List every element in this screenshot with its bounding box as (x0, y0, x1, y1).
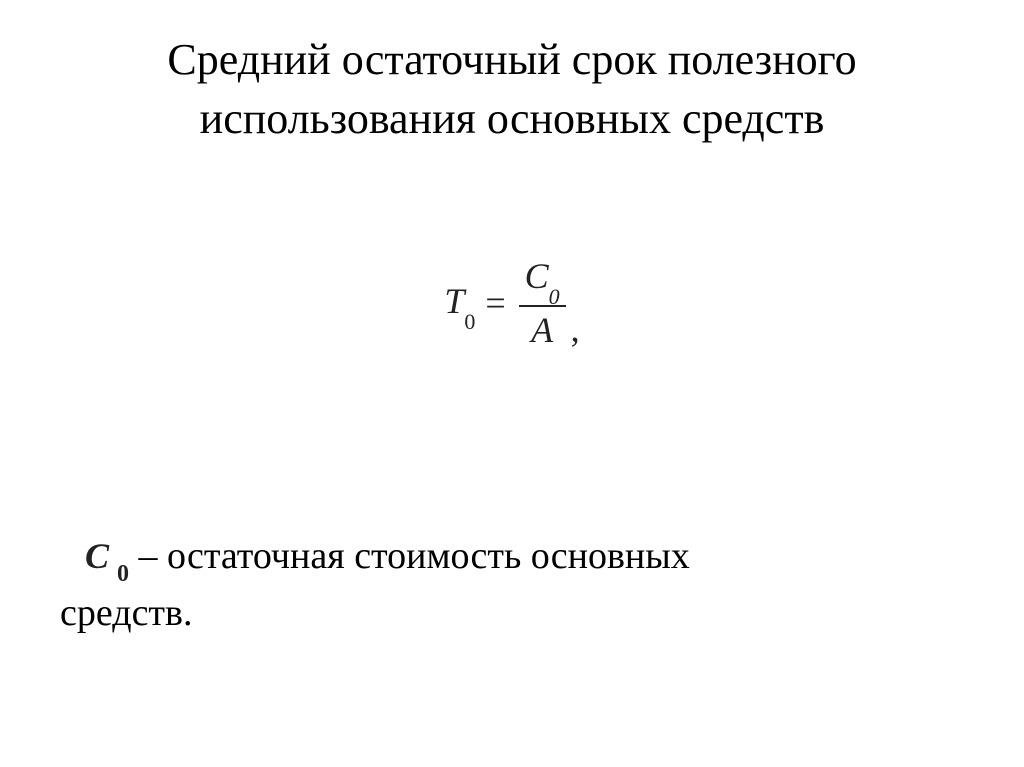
formula-lhs: T0 (444, 280, 475, 327)
numerator: C0 (519, 255, 566, 303)
numerator-sub: 0 (549, 284, 560, 309)
title-line-2: использования основных средств (200, 94, 825, 143)
formula: T0 = C0 A , (444, 255, 579, 352)
denominator: A (525, 309, 559, 352)
trailing-comma: , (571, 308, 580, 350)
legend-dash: – (139, 535, 158, 577)
fraction: C0 A (519, 255, 566, 352)
legend: C0 – остаточная стоимость основных средс… (60, 530, 964, 640)
legend-text-1: остаточная стоимость основных (167, 535, 690, 577)
legend-symbol-var: C (85, 536, 109, 576)
numerator-var: C (525, 256, 549, 296)
title-line-1: Средний остаточный срок полезного (167, 35, 856, 84)
slide-title: Средний остаточный срок полезного исполь… (0, 0, 1024, 149)
equals-sign: = (485, 282, 505, 324)
lhs-subscript: 0 (464, 309, 475, 334)
legend-text-2: средств. (60, 592, 192, 634)
lhs-variable: T (444, 281, 464, 321)
legend-symbol-sub: 0 (117, 561, 129, 587)
formula-container: T0 = C0 A , (0, 255, 1024, 352)
